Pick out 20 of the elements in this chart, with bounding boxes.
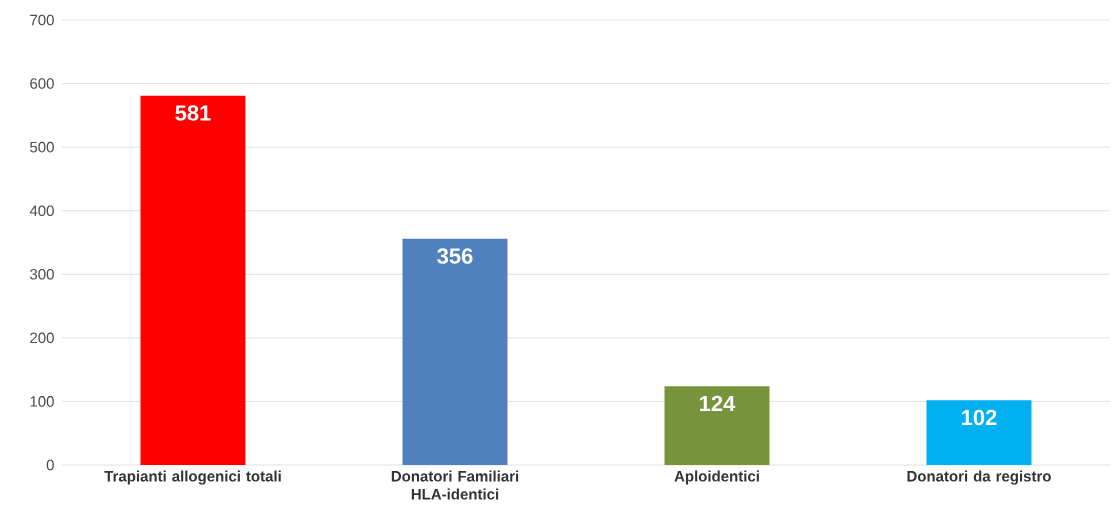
data-label: 581 xyxy=(175,105,211,121)
data-label: 124 xyxy=(700,395,736,412)
y-tick-label: 0 xyxy=(46,459,54,471)
x-tick-label: Aploidentici xyxy=(674,470,759,485)
x-tick-label: Trapianti allogenici totali xyxy=(104,470,281,485)
x-tick-label: Donatori Familiari HLA-identici xyxy=(391,470,519,500)
y-tick-label: 400 xyxy=(29,205,54,217)
y-tick-label: 600 xyxy=(30,78,54,89)
bar xyxy=(140,95,246,465)
bar xyxy=(926,400,1032,465)
data-label: 102 xyxy=(962,409,997,426)
y-tick-label: 200 xyxy=(30,332,54,344)
bar xyxy=(402,238,508,465)
bar xyxy=(664,386,770,465)
y-tick-label: 300 xyxy=(30,268,54,280)
data-label: 356 xyxy=(437,248,473,264)
x-tick-label: Donatori da registro xyxy=(907,470,1051,485)
y-tick-label: 500 xyxy=(30,141,54,153)
y-tick-label: 100 xyxy=(30,396,54,407)
y-tick-label: 700 xyxy=(30,14,54,26)
